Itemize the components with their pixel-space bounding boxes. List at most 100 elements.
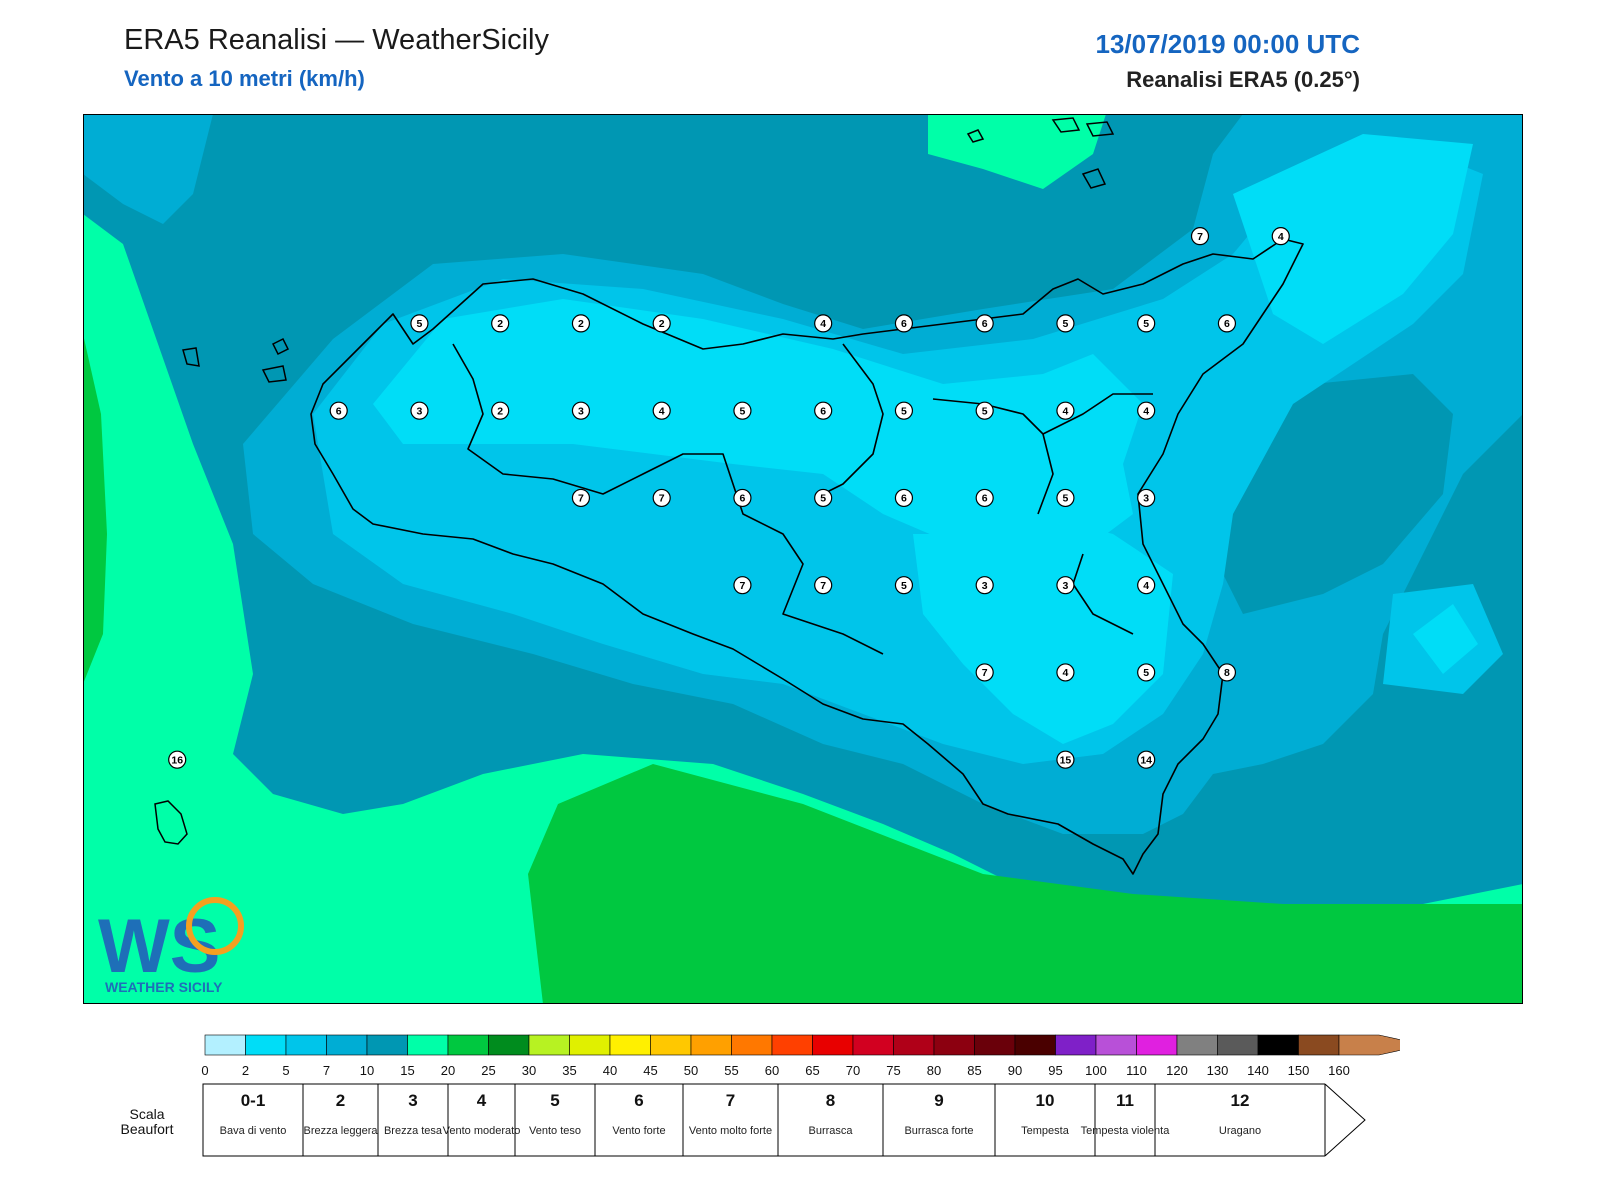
- station-value: 7: [814, 576, 833, 595]
- beaufort-caption: Scala Beaufort: [120, 1106, 174, 1137]
- station-value: 15: [1056, 750, 1075, 769]
- colorbar-swatch: [245, 1034, 287, 1056]
- station-marker: [1137, 488, 1156, 508]
- colorbar-swatch: [852, 1034, 894, 1056]
- colorbar-swatch: [933, 1034, 975, 1056]
- map-datetime: 13/07/2019 00:00 UTC: [1095, 29, 1360, 59]
- station-value: 3: [975, 576, 994, 595]
- station-marker: [329, 401, 348, 420]
- beaufort-number: 3: [408, 1091, 417, 1110]
- beaufort-name: Brezza tesa: [384, 1125, 443, 1137]
- station-value: 5: [410, 314, 429, 333]
- station-label: 3: [417, 405, 423, 417]
- station-marker: [652, 488, 671, 508]
- station-label: 2: [497, 405, 503, 417]
- station-marker: [733, 488, 752, 508]
- beaufort-name: Tempesta violenta: [1081, 1125, 1171, 1137]
- colorbar-tick: 45: [643, 1063, 657, 1078]
- colorbar-tick: 20: [441, 1063, 455, 1078]
- beaufort-scale: 0-1 Bava di vento 2 Brezza leggera 3 Brezza t…: [202, 1083, 1366, 1157]
- station-value: 5: [814, 488, 833, 508]
- station-marker: [733, 576, 752, 595]
- beaufort-number: 6: [634, 1091, 643, 1110]
- station-label: 5: [417, 318, 423, 330]
- beaufort-level: 12 Uragano: [1219, 1084, 1326, 1156]
- beaufort-level: 5 Vento teso: [529, 1084, 596, 1156]
- station-marker: [814, 488, 833, 508]
- colorbar-tick: 65: [805, 1063, 819, 1078]
- station-value: 4: [1056, 401, 1075, 420]
- colorbar-swatch: [326, 1034, 368, 1056]
- station-marker: [894, 488, 914, 508]
- station-value: 5: [733, 401, 752, 420]
- station-label: 6: [1224, 318, 1230, 330]
- colorbar-tick: 0: [201, 1063, 208, 1078]
- station-label: 7: [578, 493, 584, 505]
- station-marker: [975, 488, 994, 508]
- colorbar-swatch: [1055, 1034, 1097, 1056]
- station-value: 5: [1137, 663, 1156, 682]
- station-marker: [894, 576, 914, 595]
- beaufort-name: Tempesta: [1021, 1125, 1070, 1137]
- colorbar-tick: 50: [684, 1063, 698, 1078]
- station-marker: [1137, 401, 1156, 420]
- station-marker: [168, 750, 187, 769]
- station-label: 6: [901, 493, 907, 505]
- station-label: 6: [901, 318, 907, 330]
- station-value: 7: [975, 663, 994, 682]
- beaufort-number: 10: [1036, 1091, 1055, 1110]
- beaufort-level: 2 Brezza leggera: [304, 1084, 379, 1156]
- station-label: 3: [578, 405, 584, 417]
- station-value: 14: [1137, 750, 1156, 769]
- colorbar-swatch: [731, 1034, 773, 1056]
- station-marker: [1056, 314, 1075, 333]
- station-value: 5: [1056, 314, 1075, 333]
- station-marker: [1137, 314, 1156, 333]
- station-marker: [1217, 314, 1237, 333]
- station-value: 16: [168, 750, 187, 769]
- colorbar-swatch: [1298, 1034, 1340, 1056]
- beaufort-number: 2: [336, 1091, 345, 1110]
- beaufort-name: Burrasca forte: [904, 1125, 973, 1137]
- colorbar-swatch: [893, 1034, 935, 1056]
- beaufort-name: Vento teso: [529, 1125, 581, 1137]
- station-value: 5: [975, 401, 994, 420]
- station-value: 4: [814, 314, 833, 333]
- coastline: [310, 238, 1304, 875]
- station-label: 5: [740, 405, 746, 417]
- station-label: 7: [740, 580, 746, 592]
- station-value: 5: [1137, 314, 1156, 333]
- beaufort-name: Burrasca: [808, 1125, 853, 1137]
- station-label: 5: [982, 405, 988, 417]
- colorbar-swatch: [285, 1034, 327, 1056]
- station-marker: [1056, 750, 1075, 769]
- band-2-5-northeast: [1233, 134, 1473, 344]
- beaufort-number: 0-1: [241, 1091, 266, 1110]
- colorbar-tick: 85: [967, 1063, 981, 1078]
- beaufort-number: 4: [477, 1091, 487, 1110]
- station-label: 7: [659, 493, 665, 505]
- station-label: 6: [336, 405, 342, 417]
- colorbar-swatch: [1257, 1034, 1299, 1056]
- station-value: 4: [1271, 227, 1290, 246]
- station-marker: [733, 401, 752, 420]
- station-label: 5: [1143, 667, 1149, 679]
- station-value: 5: [1056, 488, 1075, 508]
- station-marker: [410, 401, 429, 420]
- colorbar-tick: 25: [481, 1063, 495, 1078]
- station-value: 6: [733, 488, 752, 508]
- colorbar-swatch: [974, 1034, 1016, 1056]
- beaufort-name: Bava di vento: [220, 1125, 287, 1137]
- colorbar-tick: 120: [1166, 1063, 1188, 1078]
- station-value: 6: [1217, 314, 1237, 333]
- map-title: ERA5 Reanalisi — WeatherSicily: [124, 24, 549, 56]
- station-marker: [1056, 576, 1075, 595]
- colorbar-tick: 7: [323, 1063, 330, 1078]
- band-2-5-east: [1413, 604, 1478, 674]
- beaufort-number: 11: [1116, 1091, 1134, 1110]
- station-value: 6: [975, 314, 994, 333]
- beaufort-number: 9: [934, 1091, 943, 1110]
- beaufort-level: 7 Vento molto forte: [689, 1084, 779, 1156]
- band-2-5-sicily: [373, 299, 1143, 554]
- station-value: 5: [894, 401, 914, 420]
